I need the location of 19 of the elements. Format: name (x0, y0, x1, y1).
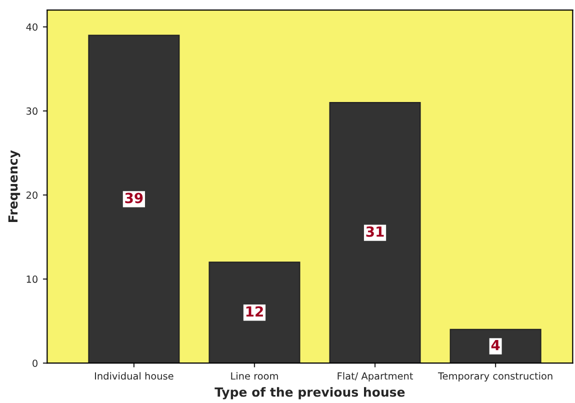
data-label: 31 (366, 226, 384, 237)
y-axis-title: Frequency (8, 150, 20, 222)
y-tick-label: 10 (26, 276, 38, 283)
x-axis-title: Type of the previous house (214, 387, 405, 400)
y-tick-label: 30 (26, 107, 38, 115)
data-label: 39 (125, 192, 143, 204)
x-tick-label: Line room (231, 372, 278, 380)
x-tick-label: Temporary construction (438, 372, 552, 382)
bar (208, 262, 300, 364)
bar (450, 328, 542, 364)
y-tick-label: 20 (26, 191, 38, 199)
data-label: 12 (246, 306, 263, 317)
data-label: 4 (491, 340, 500, 350)
x-tick-label: Individual house (95, 372, 174, 380)
bar (329, 102, 421, 364)
x-tick-label: Flat/ Apartment (338, 372, 414, 382)
y-tick-label: 40 (26, 23, 38, 31)
bar (88, 34, 180, 364)
y-tick-label: 0 (32, 360, 38, 367)
